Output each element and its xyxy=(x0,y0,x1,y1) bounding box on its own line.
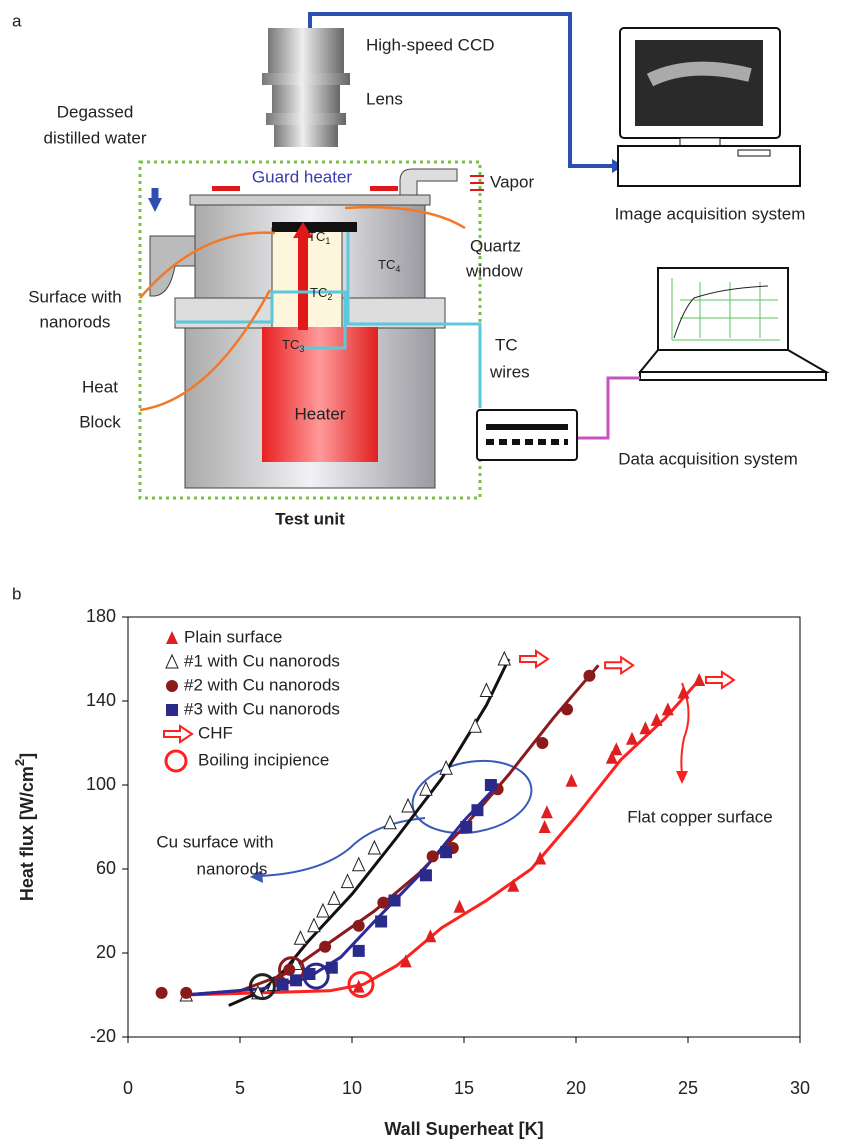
point xyxy=(485,779,497,791)
x-axis-label: Wall Superheat [K] xyxy=(384,1119,543,1139)
x-tick-label: 0 xyxy=(123,1078,133,1098)
point xyxy=(693,673,705,686)
legend-label: #3 with Cu nanorods xyxy=(184,699,340,718)
point xyxy=(308,919,320,932)
point xyxy=(454,900,466,913)
legend-marker xyxy=(166,751,186,771)
point xyxy=(375,916,387,928)
point xyxy=(539,820,551,833)
point xyxy=(368,841,380,854)
point xyxy=(561,703,573,715)
annotation: Cu surface with xyxy=(156,832,273,851)
x-tick-label: 10 xyxy=(342,1078,362,1098)
label: distilled water xyxy=(44,128,147,147)
point xyxy=(541,805,553,818)
point xyxy=(377,897,389,909)
label: Data acquisition system xyxy=(618,449,798,468)
point xyxy=(651,713,663,726)
label: Lens xyxy=(366,89,403,108)
point xyxy=(353,945,365,957)
label: Degassed xyxy=(57,102,134,121)
point xyxy=(427,850,439,862)
annotation: Flat copper surface xyxy=(627,807,773,826)
point xyxy=(283,964,295,976)
point xyxy=(480,684,492,697)
figure: a High-speed CCD Lens Degassed distilled… xyxy=(0,0,846,1146)
point xyxy=(424,929,436,942)
y-tick-label: 180 xyxy=(86,606,116,626)
point xyxy=(156,987,168,999)
y-tick-label: 140 xyxy=(86,690,116,710)
point xyxy=(460,821,472,833)
x-tick-label: 25 xyxy=(678,1078,698,1098)
label: Heater xyxy=(294,404,345,423)
point xyxy=(294,931,306,944)
point xyxy=(342,875,354,888)
label: Test unit xyxy=(275,509,345,528)
label: wires xyxy=(489,362,530,381)
point xyxy=(471,804,483,816)
point xyxy=(498,652,510,665)
legend-label: Boiling incipience xyxy=(198,750,329,769)
label: Block xyxy=(79,412,121,431)
y-tick-label: 60 xyxy=(96,858,116,878)
label: TC xyxy=(495,335,518,354)
fit-line xyxy=(184,785,498,995)
chf-arrow xyxy=(706,672,734,688)
point xyxy=(353,858,365,871)
point xyxy=(566,774,578,787)
point xyxy=(180,987,192,999)
x-tick-label: 15 xyxy=(454,1078,474,1098)
y-tick-label: 20 xyxy=(96,942,116,962)
label: Surface with xyxy=(28,287,122,306)
label: Heat xyxy=(82,377,118,396)
legend-label: #2 with Cu nanorods xyxy=(184,675,340,694)
apparatus-drawing xyxy=(140,14,826,498)
point xyxy=(328,891,340,904)
point xyxy=(384,816,396,829)
legend-label: Plain surface xyxy=(184,627,282,646)
point xyxy=(277,979,289,991)
legend-marker xyxy=(166,655,178,668)
annotation: nanorods xyxy=(197,859,268,878)
point xyxy=(610,742,622,755)
legend-label: #1 with Cu nanorods xyxy=(184,651,340,670)
panel-label: a xyxy=(12,11,22,30)
legend: Plain surface #1 with Cu nanorods #2 with … xyxy=(164,627,340,771)
point xyxy=(420,869,432,881)
point xyxy=(290,974,302,986)
point xyxy=(319,941,331,953)
legend-marker xyxy=(166,631,178,644)
point xyxy=(639,721,651,734)
label: Guard heater xyxy=(252,167,353,186)
label: nanorods xyxy=(40,312,111,331)
point xyxy=(536,737,548,749)
chf-arrow xyxy=(605,657,633,673)
point xyxy=(317,904,329,917)
point xyxy=(389,895,401,907)
legend-marker xyxy=(164,726,192,742)
y-axis-label: Heat flux [W/cm2] xyxy=(12,753,36,901)
point xyxy=(353,920,365,932)
point xyxy=(583,670,595,682)
x-tick-label: 5 xyxy=(235,1078,245,1098)
label: Vapor xyxy=(490,172,534,191)
x-tick-label: 20 xyxy=(566,1078,586,1098)
panel-label: b xyxy=(12,584,21,603)
label: High-speed CCD xyxy=(366,35,495,54)
legend-marker xyxy=(166,704,178,716)
y-tick-label: 100 xyxy=(86,774,116,794)
point xyxy=(469,719,481,732)
x-tick-label: 30 xyxy=(790,1078,810,1098)
label: Quartz xyxy=(470,236,521,255)
point xyxy=(626,732,638,745)
legend-label: CHF xyxy=(198,723,233,742)
label: Image acquisition system xyxy=(615,204,806,223)
point xyxy=(440,846,452,858)
legend-marker xyxy=(166,680,178,692)
y-tick-label: -20 xyxy=(90,1026,116,1046)
chf-arrow xyxy=(520,651,548,667)
label: window xyxy=(465,261,523,280)
